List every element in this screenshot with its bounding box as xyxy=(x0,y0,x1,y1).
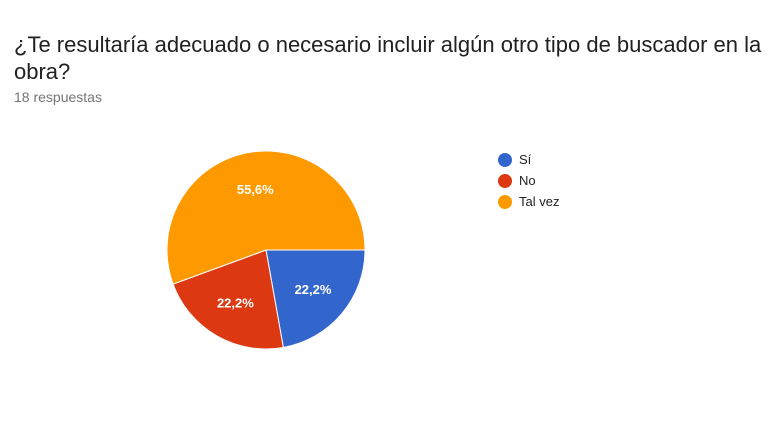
legend-item-si: Sí xyxy=(498,149,559,170)
question-title: ¿Te resultaría adecuado o necesario incl… xyxy=(14,32,762,84)
legend-swatch-no xyxy=(498,173,512,188)
legend-swatch-si xyxy=(498,152,512,167)
legend: Sí No Tal vez xyxy=(498,149,559,212)
pie-slice-tal-vez xyxy=(166,150,366,285)
slice-label-no: 22,2% xyxy=(217,296,254,311)
pie-slice-si xyxy=(265,249,366,349)
legend-swatch-tal-vez xyxy=(498,194,512,209)
legend-item-tal-vez: Tal vez xyxy=(498,191,559,212)
legend-label-si: Sí xyxy=(519,152,532,167)
legend-label-no: No xyxy=(519,173,536,188)
legend-item-no: No xyxy=(498,170,559,191)
slice-label-si: 22,2% xyxy=(295,282,332,297)
response-count: 18 respuestas xyxy=(14,89,102,105)
pie-slice-no xyxy=(172,249,284,350)
legend-label-tal-vez: Tal vez xyxy=(519,194,560,209)
slice-label-tal-vez: 55,6% xyxy=(237,182,274,197)
